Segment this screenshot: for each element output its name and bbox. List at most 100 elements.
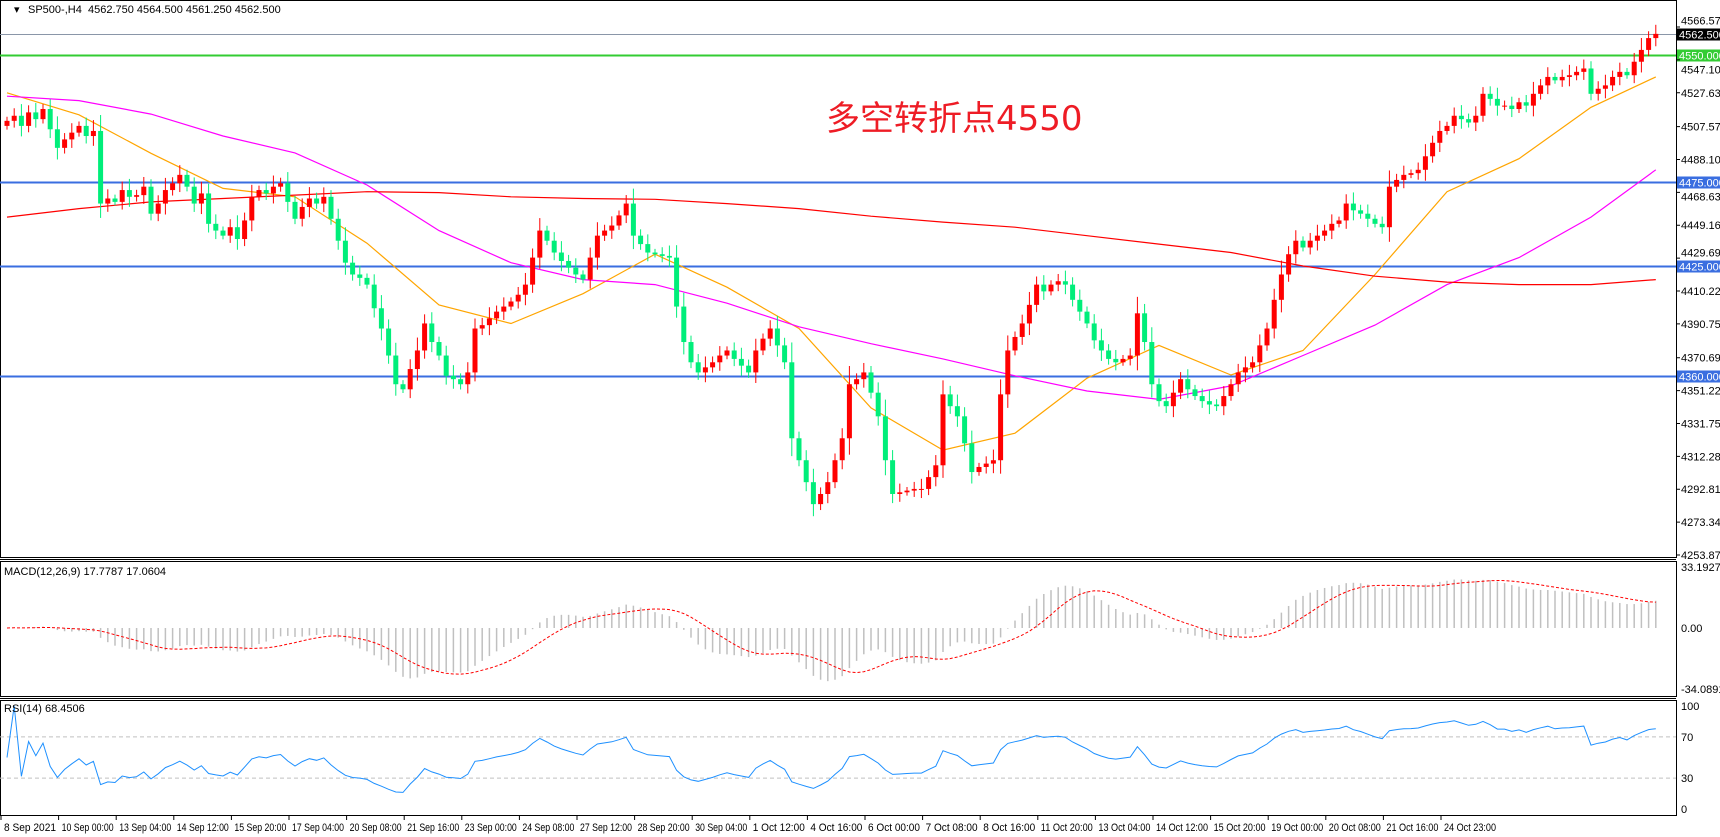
candle[interactable] xyxy=(414,337,420,381)
candle[interactable] xyxy=(400,380,406,394)
candle[interactable] xyxy=(544,225,550,246)
candle[interactable] xyxy=(1206,390,1212,415)
candle[interactable] xyxy=(1386,170,1392,242)
candle[interactable] xyxy=(1487,86,1493,106)
candle[interactable] xyxy=(256,185,262,201)
candle[interactable] xyxy=(947,385,953,414)
candle[interactable] xyxy=(407,359,413,399)
candle[interactable] xyxy=(681,292,687,355)
candle[interactable] xyxy=(623,195,629,224)
candle[interactable] xyxy=(436,336,442,361)
candle[interactable] xyxy=(1314,224,1320,251)
candle[interactable] xyxy=(1214,399,1220,411)
candle[interactable] xyxy=(1617,62,1623,86)
candle[interactable] xyxy=(357,265,363,286)
candle[interactable] xyxy=(688,335,694,369)
candle[interactable] xyxy=(494,305,500,324)
candle[interactable] xyxy=(1242,356,1248,383)
candle[interactable] xyxy=(278,177,284,192)
candle[interactable] xyxy=(18,104,24,137)
candle[interactable] xyxy=(1566,64,1572,87)
candle[interactable] xyxy=(501,297,507,320)
candle[interactable] xyxy=(1401,165,1407,189)
candle[interactable] xyxy=(1012,331,1018,356)
candle[interactable] xyxy=(1185,369,1191,399)
candle[interactable] xyxy=(789,342,795,457)
candle[interactable] xyxy=(184,169,190,192)
candle[interactable] xyxy=(1178,372,1184,400)
candle[interactable] xyxy=(155,195,161,222)
candle[interactable] xyxy=(666,245,672,267)
candle[interactable] xyxy=(911,481,917,497)
candle[interactable] xyxy=(918,478,924,499)
candle[interactable] xyxy=(170,177,176,196)
candle[interactable] xyxy=(1516,97,1522,113)
candle[interactable] xyxy=(1070,277,1076,307)
candle[interactable] xyxy=(1523,94,1529,113)
candle[interactable] xyxy=(1466,113,1472,128)
candle[interactable] xyxy=(1638,38,1644,73)
candle[interactable] xyxy=(350,255,356,281)
candle[interactable] xyxy=(162,177,168,215)
candle[interactable] xyxy=(371,274,377,318)
candle[interactable] xyxy=(537,218,543,269)
candle[interactable] xyxy=(1602,74,1608,99)
candle[interactable] xyxy=(134,189,140,202)
candle[interactable] xyxy=(328,190,334,225)
candle[interactable] xyxy=(710,356,716,373)
candle[interactable] xyxy=(1077,289,1083,321)
candle[interactable] xyxy=(4,116,10,130)
candle[interactable] xyxy=(126,178,132,207)
candle[interactable] xyxy=(839,428,845,470)
candle[interactable] xyxy=(1610,70,1616,92)
candle[interactable] xyxy=(1034,276,1040,313)
candle[interactable] xyxy=(177,165,183,193)
candle[interactable] xyxy=(450,365,456,389)
candle[interactable] xyxy=(393,342,399,396)
candle[interactable] xyxy=(1307,232,1313,255)
candle[interactable] xyxy=(1480,87,1486,122)
candle[interactable] xyxy=(1142,303,1148,351)
candle[interactable] xyxy=(782,337,788,370)
candle[interactable] xyxy=(472,318,478,382)
candle[interactable] xyxy=(263,182,269,200)
candle[interactable] xyxy=(962,407,968,452)
candle[interactable] xyxy=(566,254,572,274)
candle[interactable] xyxy=(1372,214,1378,228)
candle[interactable] xyxy=(1048,280,1054,296)
candle[interactable] xyxy=(926,470,932,496)
candle[interactable] xyxy=(1631,52,1637,84)
candle[interactable] xyxy=(213,214,219,240)
candle[interactable] xyxy=(1451,107,1457,134)
candle[interactable] xyxy=(1581,59,1587,80)
candle[interactable] xyxy=(1264,322,1270,351)
candle[interactable] xyxy=(98,115,104,218)
candle[interactable] xyxy=(616,210,622,230)
candle[interactable] xyxy=(1250,356,1256,373)
candle[interactable] xyxy=(645,234,651,262)
candle[interactable] xyxy=(587,247,593,289)
candle[interactable] xyxy=(1552,73,1558,84)
candle[interactable] xyxy=(314,192,320,209)
candle[interactable] xyxy=(1509,96,1515,118)
candle[interactable] xyxy=(321,187,327,213)
candle[interactable] xyxy=(1300,236,1306,252)
candle[interactable] xyxy=(342,227,348,275)
candle[interactable] xyxy=(1365,204,1371,228)
candle[interactable] xyxy=(1430,135,1436,163)
candle[interactable] xyxy=(1653,24,1659,47)
candle[interactable] xyxy=(378,295,384,341)
candle[interactable] xyxy=(285,172,291,212)
candle[interactable] xyxy=(1271,288,1277,339)
candle[interactable] xyxy=(83,117,89,144)
candle[interactable] xyxy=(54,116,60,160)
candle[interactable] xyxy=(731,342,737,367)
candle[interactable] xyxy=(1408,169,1414,179)
candle[interactable] xyxy=(1091,314,1097,349)
candle[interactable] xyxy=(638,229,644,250)
candle[interactable] xyxy=(695,354,701,380)
candle[interactable] xyxy=(1538,79,1544,100)
candle[interactable] xyxy=(1530,81,1536,117)
candle[interactable] xyxy=(1624,67,1630,79)
candle[interactable] xyxy=(530,248,536,293)
